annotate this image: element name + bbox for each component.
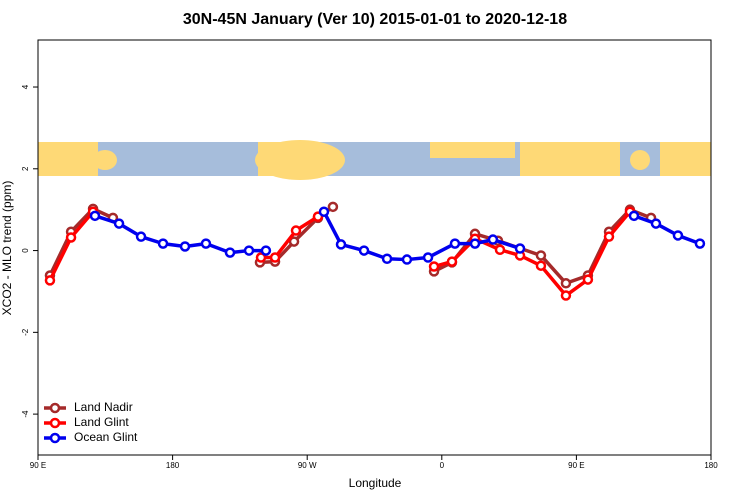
y-axis-label: XCO2 - MLO trend (ppm) <box>0 181 14 316</box>
y-tick-label: 2 <box>21 166 30 171</box>
data-point <box>89 210 101 222</box>
y-tick-label: -4 <box>21 410 30 418</box>
data-point <box>269 252 281 263</box>
y-tick-label: 4 <box>21 84 30 89</box>
data-point <box>157 238 169 249</box>
legend-label: Ocean Glint <box>74 430 138 444</box>
x-axis-label: Longitude <box>349 476 402 490</box>
data-point <box>582 274 594 285</box>
data-point <box>628 210 640 222</box>
x-tick-label: 90 E <box>30 461 46 470</box>
series-line <box>48 205 652 286</box>
data-point <box>224 247 236 258</box>
data-point <box>428 261 440 272</box>
legend-marker <box>49 417 61 429</box>
legend-marker <box>49 432 61 444</box>
data-point <box>135 231 147 242</box>
data-point <box>446 256 458 267</box>
map-strip <box>38 140 711 180</box>
plot-frame <box>37 39 712 456</box>
data-point <box>535 250 547 261</box>
data-point <box>650 218 662 229</box>
data-point <box>260 245 272 256</box>
legend-label: Land Glint <box>74 415 129 429</box>
data-point <box>255 252 267 263</box>
data-point <box>560 278 572 289</box>
data-point <box>113 218 125 229</box>
data-point <box>243 245 255 256</box>
y-tick-label: 0 <box>21 248 30 253</box>
data-point <box>290 225 302 236</box>
data-point <box>381 253 393 264</box>
data-point <box>327 201 339 213</box>
data-point <box>65 232 77 243</box>
x-tick-label: 90 W <box>298 461 317 470</box>
legend-marker <box>49 402 61 414</box>
data-point <box>335 239 347 250</box>
data-point <box>603 231 615 242</box>
legend-label: Land Nadir <box>74 400 133 414</box>
x-tick-label: 180 <box>704 461 718 470</box>
data-point <box>200 238 212 249</box>
chart-title: 30N-45N January (Ver 10) 2015-01-01 to 2… <box>183 11 567 28</box>
data-point <box>487 234 499 245</box>
data-point <box>535 260 547 271</box>
data-point <box>288 236 300 247</box>
data-point <box>401 254 413 265</box>
data-point <box>560 290 572 301</box>
data-point <box>672 230 684 241</box>
data-point <box>318 206 330 217</box>
data-point <box>514 243 526 254</box>
x-tick-label: 180 <box>166 461 180 470</box>
y-tick-label: -2 <box>21 328 30 336</box>
data-point <box>358 245 370 256</box>
data-point <box>469 238 481 249</box>
data-point <box>422 252 434 263</box>
data-point <box>449 238 461 249</box>
data-point <box>694 238 706 249</box>
data-point <box>179 241 191 252</box>
x-tick-label: 0 <box>440 461 445 470</box>
x-tick-label: 90 E <box>568 461 584 470</box>
data-point <box>44 275 56 286</box>
data-point <box>494 244 506 255</box>
